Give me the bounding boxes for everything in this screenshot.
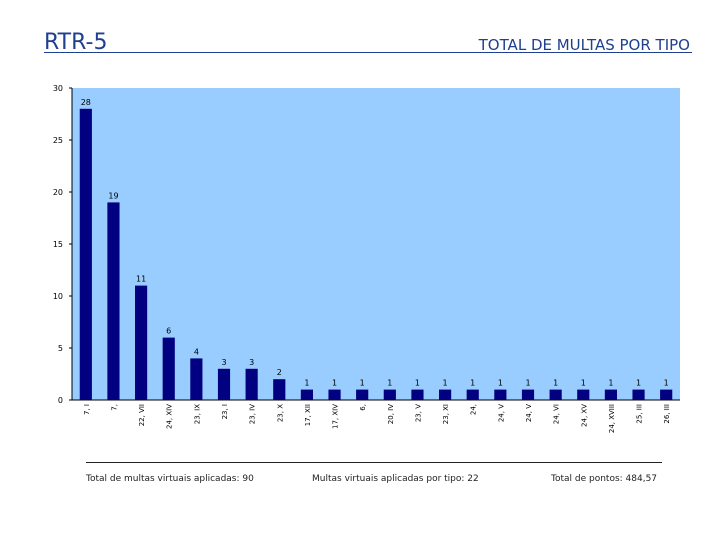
bar [439,389,452,400]
bar-value-label: 2 [277,368,282,377]
bar-value-label: 1 [332,379,337,388]
y-tick-label: 5 [58,344,63,353]
x-tick-label: 24, V [525,404,533,422]
bar-value-label: 1 [304,379,309,388]
x-tick-label: 23, XI [442,404,450,424]
bar [411,389,424,400]
x-tick-label: 7, [110,404,118,411]
x-tick-label: 6, [359,404,367,411]
x-tick-label: 7, I [83,404,91,415]
bar [356,389,369,400]
x-tick-label: 20, IV [387,404,395,424]
y-tick-label: 25 [53,136,63,145]
bar-value-label: 3 [249,358,254,367]
bar [604,389,617,400]
y-tick-label: 15 [53,240,63,249]
bar-value-label: 1 [525,379,530,388]
bar-value-label: 1 [636,379,641,388]
x-tick-label: 17, XIV [332,404,340,429]
x-tick-label: 24, VI [553,404,561,424]
bar-value-label: 1 [664,379,669,388]
x-tick-label: 23, IV [249,404,257,424]
bar-value-label: 1 [470,379,475,388]
bar [79,108,92,401]
bar [632,389,645,400]
bar-value-label: 28 [81,98,91,107]
y-tick-label: 30 [53,84,63,93]
bar [135,285,148,400]
bar [466,389,479,400]
bar [577,389,590,400]
bar [162,337,175,400]
bar [217,368,231,400]
bar [273,379,286,400]
bar-chart: 0 5 10 15 20 25 30 28 7, I 19 7, 11 22, VII 6 24, XIV 4… [0,78,720,438]
bar [328,389,341,400]
bar-value-label: 1 [553,379,558,388]
x-tick-label: 23, I [221,404,229,419]
bar [300,389,313,400]
x-tick-label: 24, XV [580,404,588,427]
bar [383,389,396,400]
bar [107,202,120,400]
bar [245,368,258,400]
bar-value-label: 19 [108,191,118,200]
bar-value-label: 3 [221,358,226,367]
slide-code: RTR-5 [44,30,108,55]
fines-per-type: Multas virtuais aplicadas por tipo: 22 [312,474,479,484]
y-tick-label: 0 [58,396,63,405]
total-virtual-fines: Total de multas virtuais aplicadas: 90 [86,474,254,484]
bar [660,389,673,400]
bar-value-label: 1 [581,379,586,388]
bar-value-label: 6 [166,327,171,336]
y-tick-label: 20 [53,188,63,197]
bar-value-label: 1 [360,379,365,388]
bar [494,389,507,400]
bar [549,389,562,400]
x-tick-label: 24, XIV [166,404,174,429]
bar [190,358,203,400]
bar-value-label: 11 [136,275,146,284]
bar-value-label: 1 [498,379,503,388]
x-tick-label: 23, X [276,404,284,422]
bar-value-label: 4 [194,347,199,356]
x-tick-label: 24, [470,404,478,415]
x-tick-label: 24, XVIII [608,404,616,433]
total-points: Total de pontos: 484,57 [551,474,658,484]
bar-value-label: 1 [415,379,420,388]
x-tick-label: 22, VII [138,404,146,426]
x-tick-label: 23, IX [193,404,201,424]
x-tick-label: 24, V [497,404,505,422]
bar-value-label: 1 [608,379,613,388]
bar-value-label: 1 [387,379,392,388]
x-tick-label: 25, III [636,404,644,424]
page-title: TOTAL DE MULTAS POR TIPO [478,36,690,54]
title-underline [44,52,692,53]
x-tick-label: 26, III [663,404,671,424]
y-tick-label: 10 [53,292,63,301]
x-tick-label: 17, XII [304,404,312,426]
footer-divider [86,462,662,463]
bar [521,389,535,400]
bar-value-label: 1 [443,379,448,388]
x-tick-label: 23, V [414,404,422,422]
